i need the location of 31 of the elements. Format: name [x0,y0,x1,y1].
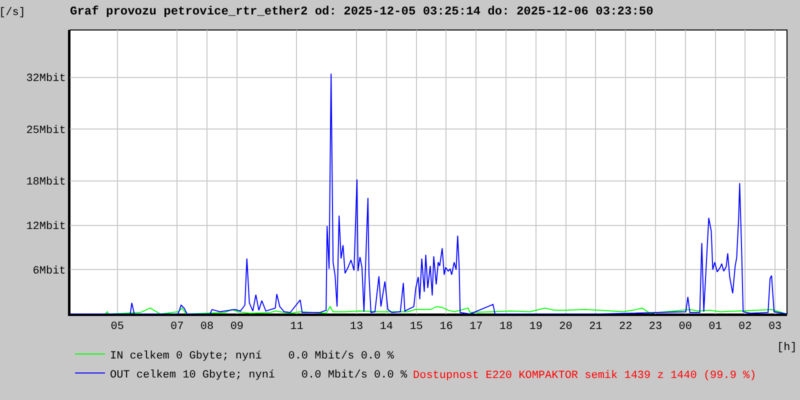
x-tick-label: 05 [110,321,124,334]
x-tick-label: 13 [350,321,364,334]
x-tick-label: 07 [170,321,184,334]
y-tick-label: 32Mbit [26,73,66,86]
x-tick-label: 16 [440,321,453,334]
y-tick-label: 25Mbit [26,124,66,137]
x-tick-label: 02 [738,321,752,334]
x-tick-label: 20 [559,321,572,334]
x-tick-label: 03 [768,321,782,334]
y-tick-label: 12Mbit [26,221,66,234]
x-tick-label: 09 [230,321,244,334]
x-tick-label: 08 [200,321,214,334]
x-tick-label: 01 [708,321,722,334]
legend-label: IN celkem 0 Gbyte; nyní 0.0 Mbit/s 0.0 % [110,350,394,362]
x-tick-label: 19 [529,321,542,334]
x-axis-title: [h] [777,342,797,354]
chart-title: Graf provozu petrovice_rtr_ether2 od: 2025-12-05 03:25:14 do: 2025-12-06 03:23:50 [70,4,654,18]
x-tick-label: 00 [678,321,692,334]
y-tick-label: 6Mbit [32,265,66,278]
x-tick-label: 23 [648,321,662,334]
x-tick-label: 21 [589,321,603,334]
text: Dostupnost E220 KOMPAKTOR semik 1439 z 1440 (99.9 %) [413,370,756,382]
x-tick-label: 15 [410,321,423,334]
x-tick-label: 17 [469,321,483,334]
x-tick-label: 11 [290,321,304,334]
legend-label: OUT celkem 10 Gbyte; nyní 0.0 Mbit/s 0.0 % [110,369,408,382]
x-tick-label: 14 [380,321,394,334]
y-axis-title: [/s] [0,7,26,19]
x-tick-label: 18 [499,321,513,334]
y-tick-label: 18Mbit [26,176,66,189]
x-tick-label: 22 [618,321,632,334]
